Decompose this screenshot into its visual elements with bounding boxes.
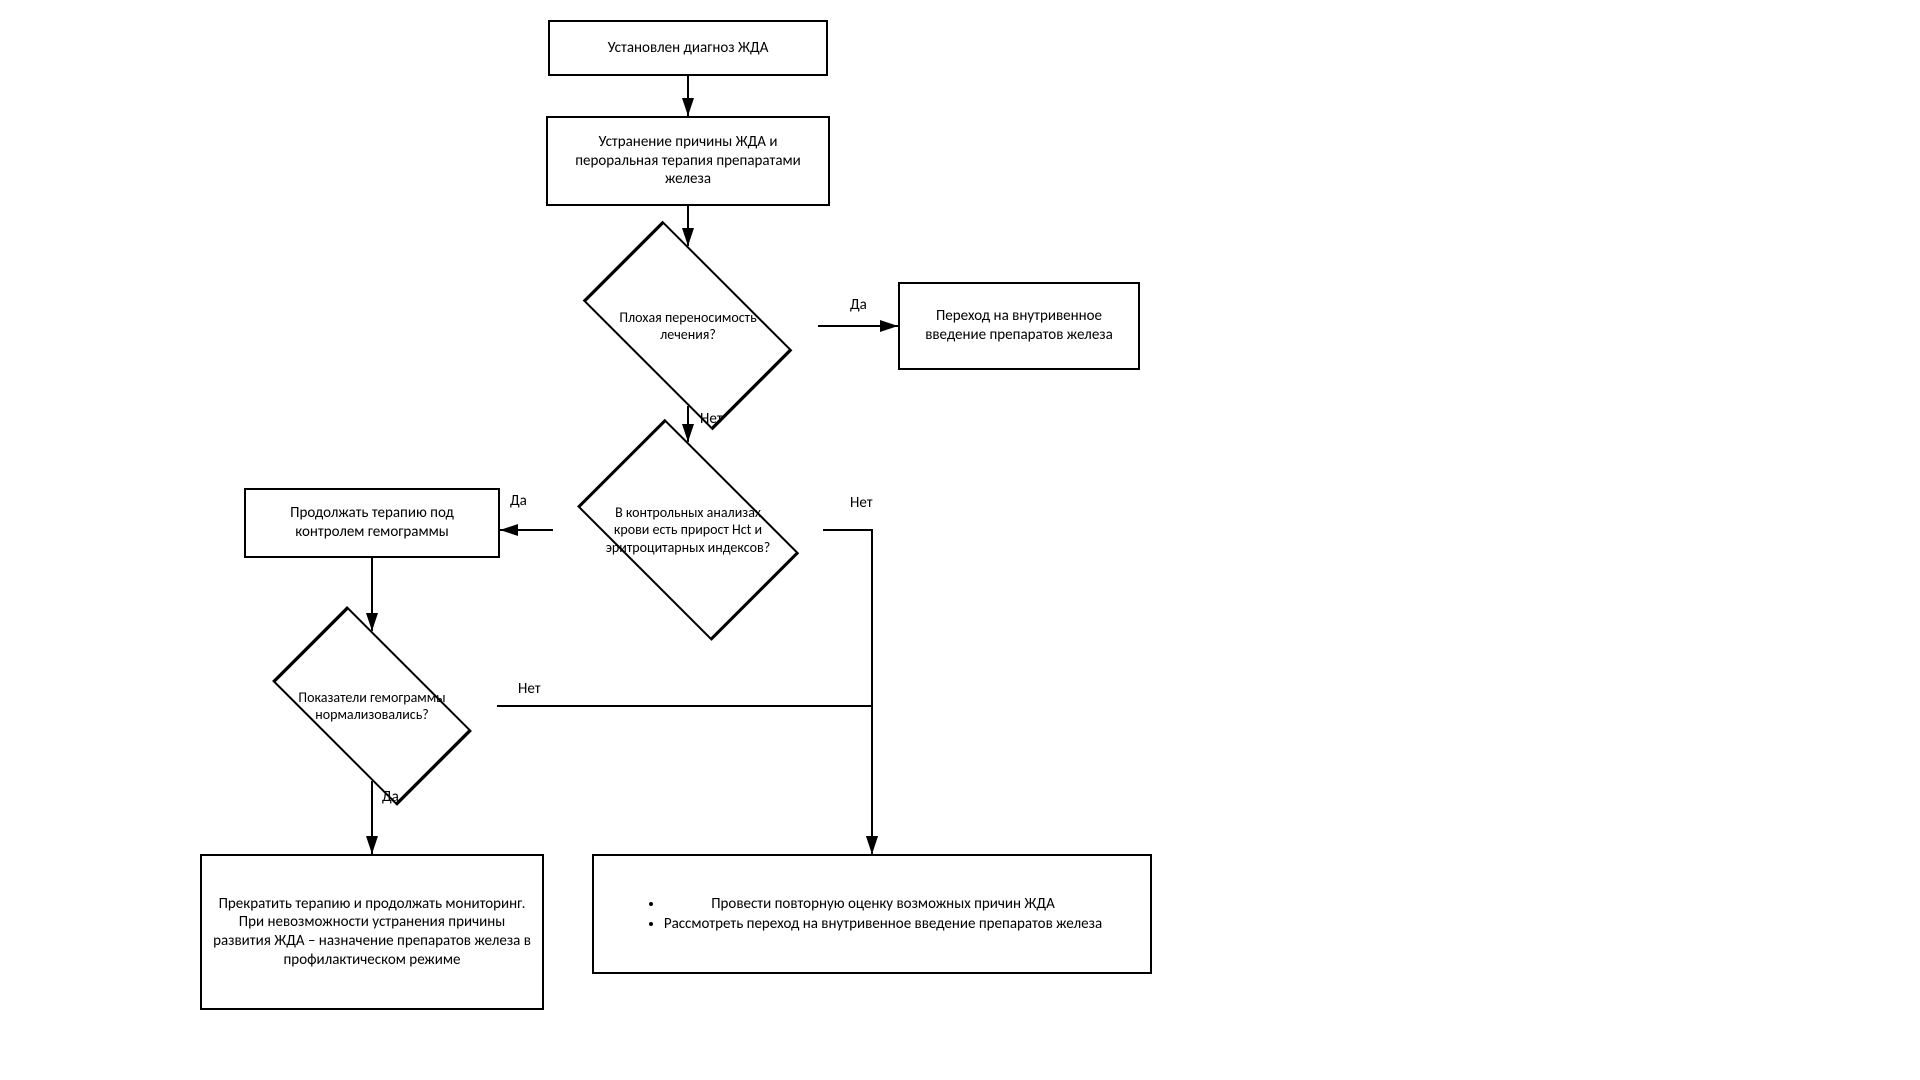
node-continue-therapy-hemogram: Продолжать терапию под контролем гемогра… bbox=[244, 488, 500, 558]
decision-text: В контрольных анализах крови есть прирос… bbox=[598, 504, 779, 557]
node-text: Устранение причины ЖДА и пероральная тер… bbox=[558, 133, 818, 189]
node-text: Установлен диагноз ЖДА bbox=[608, 39, 769, 58]
edge-label-yes: Да bbox=[850, 296, 867, 314]
node-diagnosis-established: Установлен диагноз ЖДА bbox=[548, 20, 828, 76]
edge-label-no: Нет bbox=[518, 680, 541, 698]
node-eliminate-cause-oral-therapy: Устранение причины ЖДА и пероральная тер… bbox=[546, 116, 830, 206]
decision-text: Показатели гемограммы нормализовались? bbox=[288, 689, 456, 724]
bullet-item: Рассмотреть переход на внутривенное введ… bbox=[664, 915, 1102, 933]
node-text: Продолжать терапию под контролем гемогра… bbox=[256, 504, 488, 542]
decision-hemogram-normalized: Показатели гемограммы нормализовались? bbox=[247, 631, 497, 781]
edge-label-no: Нет bbox=[700, 410, 723, 428]
node-text: Прекратить терапию и продолжать монитори… bbox=[212, 895, 532, 970]
node-text: Переход на внутривенное введение препара… bbox=[910, 307, 1128, 345]
node-bullets: Провести повторную оценку возможных прич… bbox=[642, 893, 1102, 935]
edge-label-yes: Да bbox=[510, 492, 527, 510]
flowchart-canvas: Установлен диагноз ЖДА Устранение причин… bbox=[0, 0, 1920, 1080]
edge-label-yes: Да bbox=[382, 788, 399, 806]
decision-poor-tolerability: Плохая переносимость лечения? bbox=[558, 246, 818, 406]
node-switch-iv-iron: Переход на внутривенное введение препара… bbox=[898, 282, 1140, 370]
bullet-item: Провести повторную оценку возможных прич… bbox=[664, 895, 1102, 913]
node-stop-therapy-monitor: Прекратить терапию и продолжать монитори… bbox=[200, 854, 544, 1010]
node-reassess-and-consider-iv: Провести повторную оценку возможных прич… bbox=[592, 854, 1152, 974]
decision-hct-rbc-indices-rising: В контрольных анализах крови есть прирос… bbox=[553, 442, 823, 618]
edge-label-no: Нет bbox=[850, 494, 873, 512]
decision-text: Плохая переносимость лечения? bbox=[601, 309, 775, 344]
